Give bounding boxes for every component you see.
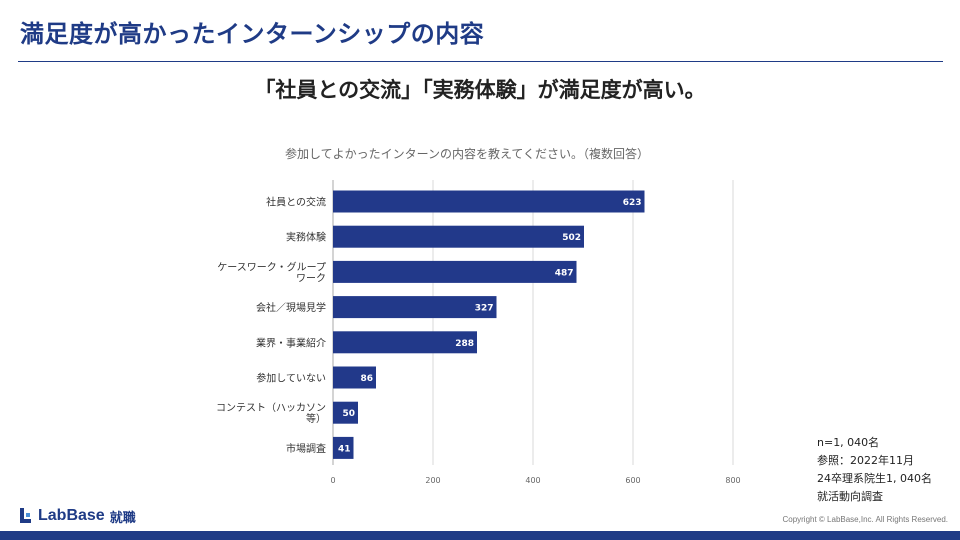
x-tick-label: 400 — [525, 476, 540, 485]
bar — [333, 436, 354, 459]
labbase-logo-icon — [19, 507, 33, 525]
survey-notes: n=1, 040名 参照：2022年11月 24卒理系院生1, 040名 就活動… — [817, 434, 932, 506]
note-sample-size: n=1, 040名 — [817, 436, 880, 449]
x-tick-label: 800 — [725, 476, 740, 485]
logo-text: LabBase — [38, 507, 105, 524]
bar-value-label: 502 — [562, 233, 581, 243]
chart-bars: 623 502 487 327 288 86 50 41 — [333, 190, 645, 459]
bar-value-label: 41 — [338, 444, 351, 454]
bar-value-label: 288 — [455, 339, 474, 349]
x-tick-label: 0 — [330, 476, 335, 485]
category-label: ケースワーク・グループワーク — [217, 260, 326, 284]
bar — [333, 190, 645, 213]
category-label: 実務体験 — [286, 231, 326, 244]
category-label: 会社／現場見学 — [256, 301, 326, 314]
category-label: コンテスト（ハッカソン等） — [216, 402, 326, 425]
x-tick-label: 600 — [625, 476, 640, 485]
bar — [333, 260, 577, 283]
bar-value-label: 50 — [342, 409, 355, 419]
bar — [333, 366, 376, 389]
chart-x-ticks: 0 200 400 600 800 — [330, 476, 740, 485]
bar-value-label: 487 — [555, 268, 574, 278]
x-tick-label: 200 — [425, 476, 440, 485]
title-divider — [18, 61, 943, 62]
chart-gridlines — [332, 180, 734, 465]
note-respondents: 24卒理系院生1, 040名 — [817, 472, 932, 485]
chart-title: 参加してよかったインターンの内容を教えてください。（複数回答） — [285, 146, 649, 161]
bar — [333, 296, 497, 319]
bar-value-label: 327 — [475, 304, 494, 314]
note-survey-name: 就活動向調査 — [817, 490, 883, 503]
bar-value-label: 86 — [360, 374, 373, 384]
copyright-text: Copyright © LabBase,Inc. All Rights Rese… — [782, 515, 948, 524]
page-subtitle: 「社員との交流」「実務体験」が満足度が高い。 — [254, 78, 706, 102]
category-label: 参加していない — [256, 372, 326, 385]
bar — [333, 401, 358, 424]
chart-category-labels: 社員との交流実務体験ケースワーク・グループワーク会社／現場見学業界・事業紹介参加… — [216, 196, 326, 455]
bar-value-label: 623 — [623, 198, 642, 208]
page-title: 満足度が高かったインターンシップの内容 — [20, 20, 485, 48]
logo-subtext: 就職 — [109, 510, 136, 526]
category-label: 業界・事業紹介 — [256, 336, 326, 349]
bar — [333, 225, 584, 248]
labbase-logo: LabBase 就職 — [19, 505, 136, 527]
footer-bar — [0, 531, 960, 540]
category-label: 社員との交流 — [266, 196, 326, 209]
note-reference-date: 参照：2022年11月 — [817, 454, 914, 467]
category-label: 市場調査 — [286, 442, 326, 455]
bar — [333, 331, 477, 354]
